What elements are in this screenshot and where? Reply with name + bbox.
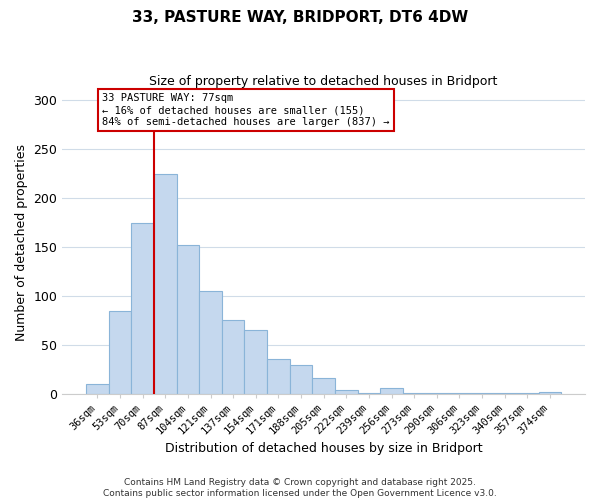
Bar [109,310,131,394]
Bar [335,390,358,394]
Bar [403,393,425,394]
Text: Contains HM Land Registry data © Crown copyright and database right 2025.
Contai: Contains HM Land Registry data © Crown c… [103,478,497,498]
Bar [471,393,493,394]
Bar [176,245,199,394]
Text: 33, PASTURE WAY, BRIDPORT, DT6 4DW: 33, PASTURE WAY, BRIDPORT, DT6 4DW [132,10,468,25]
Bar [425,393,448,394]
Title: Size of property relative to detached houses in Bridport: Size of property relative to detached ho… [149,75,498,88]
Bar [267,358,290,394]
Bar [222,320,244,394]
Bar [516,393,539,394]
Bar [358,393,380,394]
Bar [539,392,561,394]
Text: 33 PASTURE WAY: 77sqm
← 16% of detached houses are smaller (155)
84% of semi-det: 33 PASTURE WAY: 77sqm ← 16% of detached … [102,94,389,126]
X-axis label: Distribution of detached houses by size in Bridport: Distribution of detached houses by size … [165,442,482,455]
Bar [290,366,313,394]
Bar [244,330,267,394]
Bar [493,393,516,394]
Bar [86,384,109,394]
Bar [448,393,471,394]
Bar [154,174,176,394]
Bar [199,291,222,394]
Bar [131,222,154,394]
Y-axis label: Number of detached properties: Number of detached properties [15,144,28,340]
Bar [380,388,403,394]
Bar [313,378,335,394]
